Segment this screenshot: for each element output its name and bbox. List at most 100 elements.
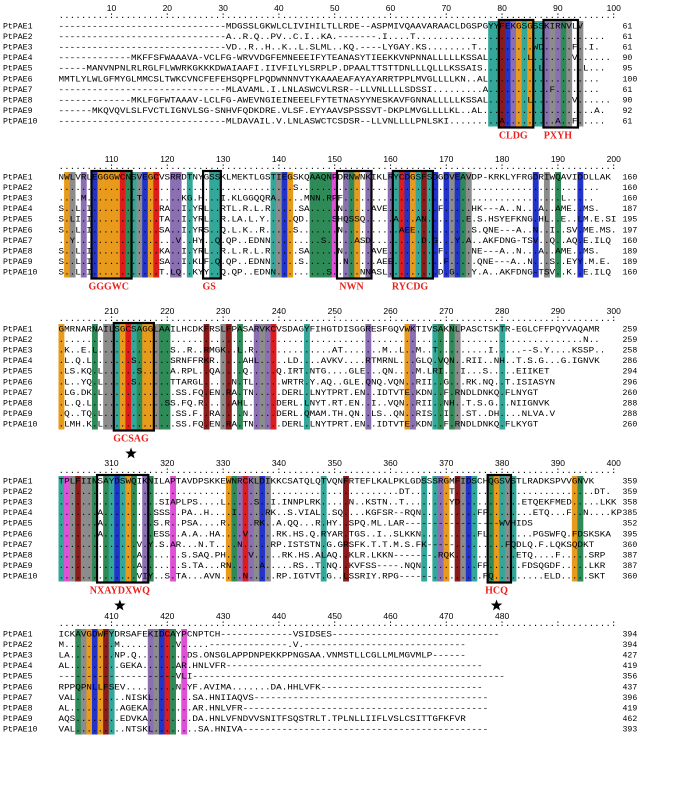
- conserved-column: [460, 172, 467, 278]
- conserved-column: [237, 324, 243, 430]
- conserved-column: [80, 476, 87, 582]
- sequence-end-position: 395: [623, 530, 638, 539]
- ruler-number: 240: [272, 306, 286, 316]
- conserved-column: [398, 172, 405, 278]
- star-marker: [490, 599, 503, 611]
- conserved-column: [465, 476, 472, 582]
- conserved-column: [493, 476, 500, 582]
- conserved-column: [426, 172, 433, 278]
- sequence-name: PtPAE5: [3, 216, 33, 225]
- sequence-residues: ------------------------------MLAVAML.I.…: [59, 86, 600, 95]
- sequence-name: PtPAE1: [3, 174, 33, 183]
- conserved-column: [504, 21, 511, 127]
- sequence-name: PtPAE7: [3, 237, 33, 246]
- sequence-name: PtPAE1: [3, 631, 33, 640]
- conserved-column: [75, 629, 82, 735]
- conserved-column: [460, 476, 467, 582]
- ruler-number: 170: [439, 154, 453, 164]
- conserved-column: [103, 172, 110, 278]
- sequence-end-position: 296: [623, 378, 638, 387]
- conserved-column: [410, 172, 416, 278]
- conserved-column: [577, 21, 584, 127]
- conserved-column: [343, 172, 349, 278]
- conserved-column: [253, 476, 260, 582]
- sequence-name: PtPAE10: [3, 268, 37, 277]
- ruler-number: 270: [439, 306, 453, 316]
- sequence-end-position: 160: [623, 184, 638, 193]
- sequence-end-position: 260: [623, 389, 638, 398]
- ruler-number: 210: [104, 306, 118, 316]
- sequence-end-position: 393: [623, 725, 638, 734]
- sequence-name: PtPAE10: [3, 117, 37, 126]
- conserved-column: [86, 476, 93, 582]
- sequence-residues: .K..E.L.............S..R..RMGK..L.R.....…: [59, 347, 606, 356]
- sequence-name: PtPAE2: [3, 184, 33, 193]
- motif-box: [201, 169, 222, 280]
- conserved-column: [471, 476, 478, 582]
- sequence-name: PtPAE2: [3, 33, 33, 42]
- sequence-residues: .LG.DK.L.............SS.FQ.EN.RA.TN.....…: [59, 389, 539, 398]
- conserved-column: [170, 476, 176, 582]
- sequence-end-position: 61: [623, 33, 633, 42]
- conserved-column: [64, 172, 70, 278]
- ruler-dots: .........:.........:.........:.........:…: [59, 163, 617, 172]
- conserved-column: [488, 476, 495, 582]
- conserved-column: [331, 172, 338, 278]
- sequence-end-position: 387: [623, 551, 638, 560]
- conserved-column: [69, 172, 76, 278]
- sequence-residues: ------------------------------MLDAVAIL.V…: [59, 117, 606, 126]
- ruler-number: 450: [328, 611, 342, 621]
- sequence-end-position: 61: [623, 23, 633, 32]
- sequence-residues: ........................................…: [59, 488, 611, 497]
- ruler-number: 120: [160, 154, 174, 164]
- sequence-name: PtPAE5: [3, 65, 33, 74]
- motif-label: NWN: [339, 282, 364, 293]
- motif-label: GCSAG: [113, 434, 149, 445]
- sequence-name: PtPAE4: [3, 509, 33, 518]
- conserved-column: [326, 172, 333, 278]
- sequence-name: PtPAE7: [3, 389, 33, 398]
- sequence-residues: ------------------------------VD..R..H..…: [59, 44, 600, 53]
- conserved-column: [153, 324, 160, 430]
- sequence-name: PtPAE9: [3, 258, 33, 267]
- ruler-number: 60: [386, 3, 396, 13]
- sequence-name: PtPAE6: [3, 226, 33, 235]
- conserved-column: [131, 324, 137, 430]
- sequence-end-position: 360: [623, 572, 638, 581]
- sequence-name: PtPAE4: [3, 662, 33, 671]
- sequence-name: PtPAE7: [3, 694, 33, 703]
- ruler-number: 200: [607, 154, 621, 164]
- sequence-residues: ..................SIAPLPS....L.....S..I.…: [59, 499, 617, 508]
- conserved-column: [58, 476, 65, 582]
- ruler-number: 230: [216, 306, 230, 316]
- conserved-column: [214, 172, 221, 278]
- conserved-column: [114, 476, 121, 582]
- sequence-end-position: 160: [623, 237, 638, 246]
- conserved-column: [147, 629, 154, 735]
- ruler-number: 310: [104, 458, 118, 468]
- conserved-column: [415, 172, 422, 278]
- ruler-number: 360: [383, 458, 397, 468]
- sequence-residues: AL.........AGEKA........AR.HNLVFR-------…: [59, 704, 489, 713]
- alignment-block: .........:.........:.........:.........:…: [3, 458, 638, 611]
- conserved-column: [108, 476, 115, 582]
- sequence-residues: ..Y..................V..HY..Q.QP..EDNN..…: [59, 237, 612, 246]
- ruler-number: 290: [551, 306, 565, 316]
- sequence-end-position: 61: [623, 44, 633, 53]
- conserved-column: [354, 172, 361, 278]
- sequence-end-position: 90: [623, 96, 633, 105]
- sequence-name: PtPAE5: [3, 368, 33, 377]
- sequence-name: PtPAE6: [3, 530, 33, 539]
- sequence-residues: S..L.I............RA..I.YRL..RTL.R.L.R..…: [59, 205, 600, 214]
- conserved-column: [315, 172, 322, 278]
- sequence-name: PtPAE8: [3, 551, 33, 560]
- sequence-name: PtPAE8: [3, 96, 33, 105]
- sequence-end-position: 437: [623, 683, 638, 692]
- conserved-column: [108, 324, 115, 430]
- conserved-column: [80, 629, 87, 735]
- sequence-end-position: 189: [623, 258, 638, 267]
- conserved-column: [237, 476, 243, 582]
- ruler-number: 50: [330, 3, 340, 13]
- alignment-block: .........:.........:.........:.........:…: [3, 3, 637, 142]
